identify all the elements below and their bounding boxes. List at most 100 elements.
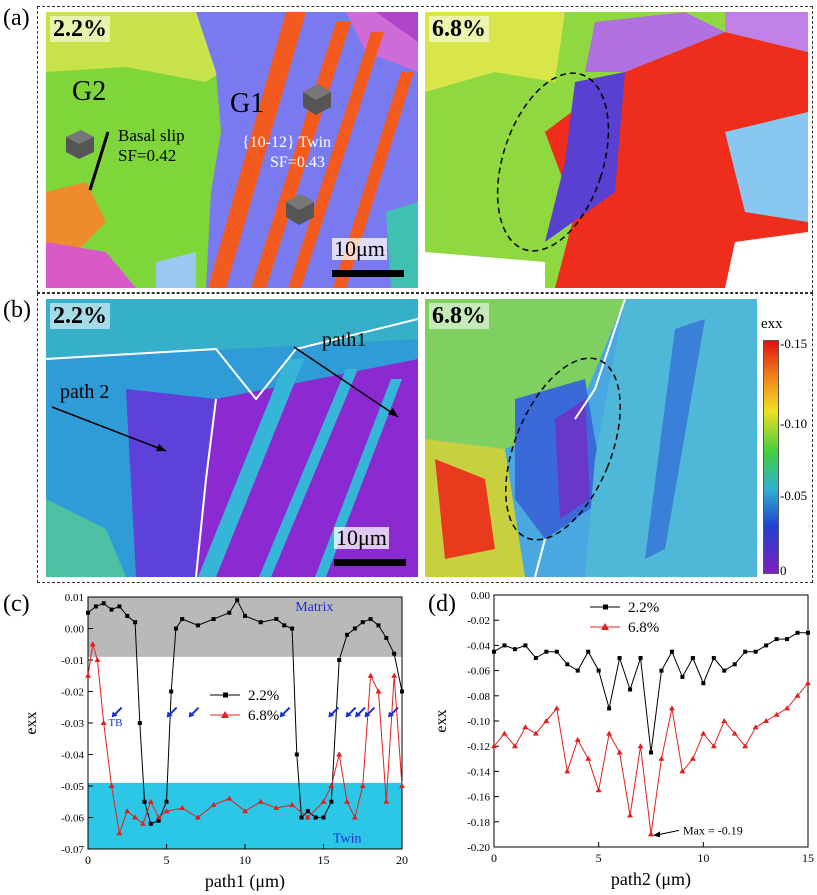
legend-marker-0 — [603, 604, 608, 610]
y-tick-label-1: -0.02 — [467, 615, 490, 627]
point-1-15 — [648, 831, 654, 837]
tb-arrowhead-6 — [355, 711, 362, 718]
tb-arrowhead-8 — [388, 711, 395, 718]
point-0-16 — [211, 617, 216, 622]
tb-arrowhead-5 — [345, 711, 352, 718]
point-0-22 — [722, 668, 727, 673]
y-tick-label-3: -0.06 — [467, 666, 490, 678]
twin-band-label: Twin — [333, 832, 362, 847]
point-0-31 — [345, 632, 350, 637]
point-1-1 — [89, 641, 96, 647]
y-tick-label-10: -0.20 — [467, 842, 490, 854]
panel-b-right-map: 6.8% — [425, 299, 757, 577]
point-1-20 — [304, 814, 311, 820]
point-0-14 — [180, 617, 185, 622]
point-1-8 — [139, 820, 146, 826]
point-0-4 — [117, 604, 122, 609]
point-1-11 — [606, 730, 613, 736]
legend-marker-1 — [601, 623, 609, 630]
point-1-4 — [108, 783, 115, 788]
point-1-5 — [543, 718, 550, 723]
point-0-32 — [352, 626, 357, 631]
point-0-6 — [133, 620, 138, 625]
colorbar-tick-4: 0 — [780, 563, 787, 578]
point-1-26 — [359, 783, 366, 788]
panel-b-scale-bar — [334, 559, 406, 566]
unit-cell-icon-g2 — [66, 130, 94, 159]
point-1-22 — [721, 718, 728, 723]
tb-arrowhead-3 — [279, 711, 286, 718]
legend-label-1: 6.8% — [248, 708, 279, 724]
y-tick-label-5: -0.10 — [467, 716, 490, 728]
point-1-18 — [679, 768, 686, 774]
x-tick-label-0: 0 — [85, 853, 91, 867]
point-0-34 — [368, 617, 373, 622]
point-1-18 — [273, 805, 280, 811]
series-line-0 — [493, 632, 808, 753]
point-1-25 — [752, 724, 759, 730]
colorbar-title: exx — [761, 316, 783, 332]
point-1-23 — [336, 751, 343, 757]
point-0-19 — [243, 613, 247, 618]
point-1-5 — [116, 830, 123, 836]
y-tick-label-3: -0.02 — [61, 687, 84, 699]
point-0-16 — [659, 668, 664, 673]
point-1-21 — [320, 798, 327, 804]
point-0-28 — [321, 815, 326, 820]
point-0-15 — [649, 750, 653, 755]
point-1-29 — [794, 692, 801, 698]
point-0-2 — [512, 647, 517, 652]
max-annotation-arrowhead — [653, 831, 660, 838]
point-0-21 — [274, 617, 279, 622]
highlight-ellipse-b — [505, 357, 621, 541]
series-line-1 — [87, 644, 403, 836]
point-0-9 — [148, 821, 153, 826]
basal-sf-label: SF=0.42 — [118, 146, 177, 165]
y-tick-label-7: -0.06 — [61, 813, 84, 825]
legend-marker-1 — [221, 711, 229, 718]
grain-g2-label: G2 — [72, 76, 107, 107]
point-0-4 — [533, 656, 538, 660]
point-1-19 — [689, 755, 696, 761]
point-1-12 — [179, 805, 186, 811]
point-1-23 — [731, 730, 738, 736]
max-annotation-label: Max = -0.19 — [683, 823, 743, 837]
y-tick-label-0: 0.00 — [471, 590, 491, 602]
unit-cell-icon-twin — [286, 194, 314, 225]
point-1-17 — [257, 798, 264, 804]
point-1-13 — [627, 812, 634, 818]
panel-a-frame — [37, 6, 813, 293]
x-tick-label-2: 10 — [239, 853, 251, 867]
point-0-26 — [305, 809, 310, 814]
point-1-17 — [668, 705, 675, 711]
x-tick-label-4: 20 — [396, 853, 408, 867]
point-0-15 — [195, 623, 200, 628]
point-0-9 — [586, 649, 591, 654]
point-0-11 — [164, 799, 169, 804]
path1-arrow — [293, 346, 399, 418]
point-0-2 — [101, 601, 106, 606]
grain-g1-label: G1 — [230, 88, 265, 119]
point-0-0 — [492, 649, 496, 654]
y-tick-label-5: -0.04 — [61, 750, 84, 762]
tb-arrowhead-2 — [188, 711, 195, 718]
point-0-38 — [400, 689, 404, 694]
y-tick-label-8: -0.07 — [61, 844, 84, 856]
point-0-29 — [795, 630, 800, 635]
point-0-27 — [313, 815, 318, 820]
x-tick-label-2: 10 — [697, 851, 709, 865]
tb-arrowhead-0 — [111, 711, 118, 718]
point-1-25 — [351, 814, 358, 820]
chart-d: 0 5 10 15 0.00 -0.02 -0.04 -0.06 -0.08 -0.10 -0.12… — [433, 590, 814, 890]
point-0-20 — [258, 620, 263, 625]
point-1-4 — [532, 730, 539, 736]
point-0-26 — [764, 643, 769, 648]
point-0-19 — [690, 656, 695, 660]
point-0-27 — [774, 637, 779, 642]
panel-d-letter: (d) — [428, 591, 456, 617]
point-1-19 — [289, 801, 296, 807]
path2-label: path 2 — [60, 381, 110, 403]
point-0-24 — [743, 649, 748, 654]
point-1-10 — [595, 787, 602, 793]
panel-a-scale-bar — [332, 270, 404, 277]
